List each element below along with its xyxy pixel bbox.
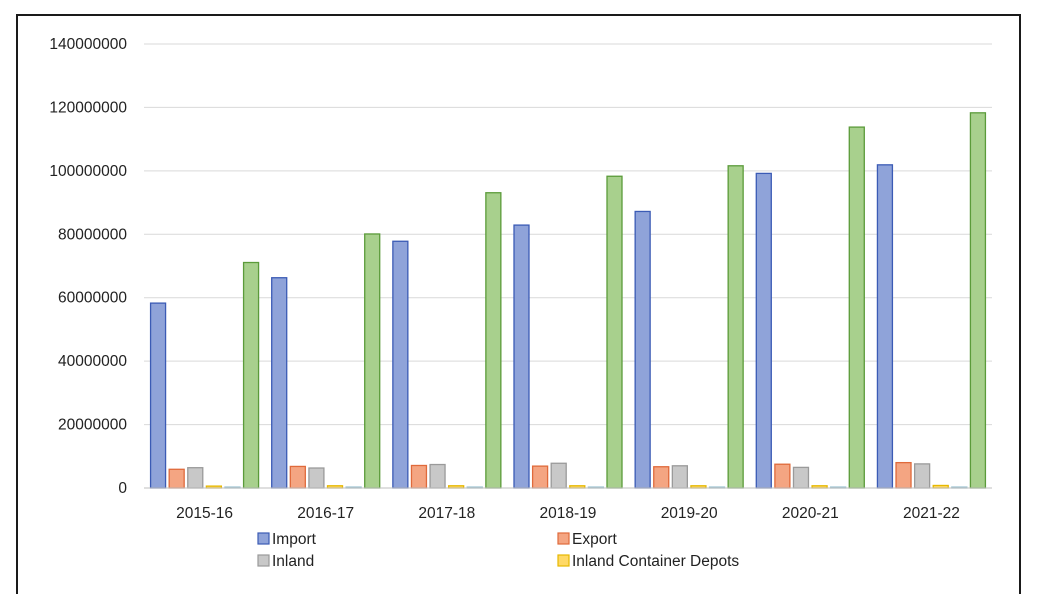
bar (168, 468, 185, 489)
bar (671, 465, 688, 489)
bar (913, 463, 931, 489)
x-tick-label: 2020-21 (782, 505, 839, 522)
bars (149, 112, 987, 489)
bar (289, 465, 306, 489)
legend-swatch (557, 554, 570, 567)
legend-label: Inland (272, 553, 314, 570)
y-tick-label: 0 (118, 480, 127, 497)
x-tick-label: 2016-17 (297, 505, 354, 522)
x-tick-label: 2021-22 (903, 505, 960, 522)
legend-label: Export (572, 531, 617, 548)
bar (429, 463, 446, 489)
bar (410, 464, 428, 489)
bar (792, 466, 810, 489)
bar (392, 240, 409, 489)
legend-swatch (257, 532, 270, 545)
y-axis-ticks: 0 20000000 40000000 60000000 80000000 1000000… (49, 36, 127, 497)
bar (653, 466, 670, 489)
bar (513, 224, 530, 489)
x-tick-label: 2015-16 (176, 505, 233, 522)
bar (727, 165, 744, 489)
legend-label: Import (272, 531, 317, 548)
bar (187, 467, 204, 489)
y-tick-label: 140000000 (49, 36, 127, 53)
bar (550, 462, 567, 489)
y-tick-label: 80000000 (58, 226, 127, 243)
legend-swatch (257, 554, 270, 567)
bar (364, 233, 381, 489)
legend-label: Inland Container Depots (572, 553, 739, 570)
bar (531, 465, 549, 489)
x-axis-ticks: 2015-16 2016-17 2017-18 2018-19 2019-20 2020-… (176, 505, 960, 522)
y-tick-label: 100000000 (49, 163, 127, 180)
bar (606, 175, 623, 489)
x-tick-label: 2017-18 (418, 505, 475, 522)
bar (485, 192, 502, 489)
bar (755, 172, 772, 489)
x-tick-label: 2018-19 (540, 505, 597, 522)
bar (895, 461, 912, 489)
bar (634, 210, 651, 489)
bar (242, 261, 260, 489)
bar (969, 112, 987, 489)
bar (308, 467, 325, 489)
y-tick-label: 60000000 (58, 290, 127, 307)
y-tick-label: 40000000 (58, 353, 127, 370)
bar (848, 126, 865, 489)
bar (876, 164, 894, 489)
y-tick-label: 120000000 (49, 99, 127, 116)
x-tick-label: 2019-20 (661, 505, 718, 522)
legend: Import Export Inland Inland Container Depot… (257, 531, 739, 570)
legend-swatch (557, 532, 570, 545)
y-tick-label: 20000000 (58, 417, 127, 434)
bar (149, 302, 167, 489)
bar (774, 463, 791, 489)
bar (271, 277, 288, 489)
